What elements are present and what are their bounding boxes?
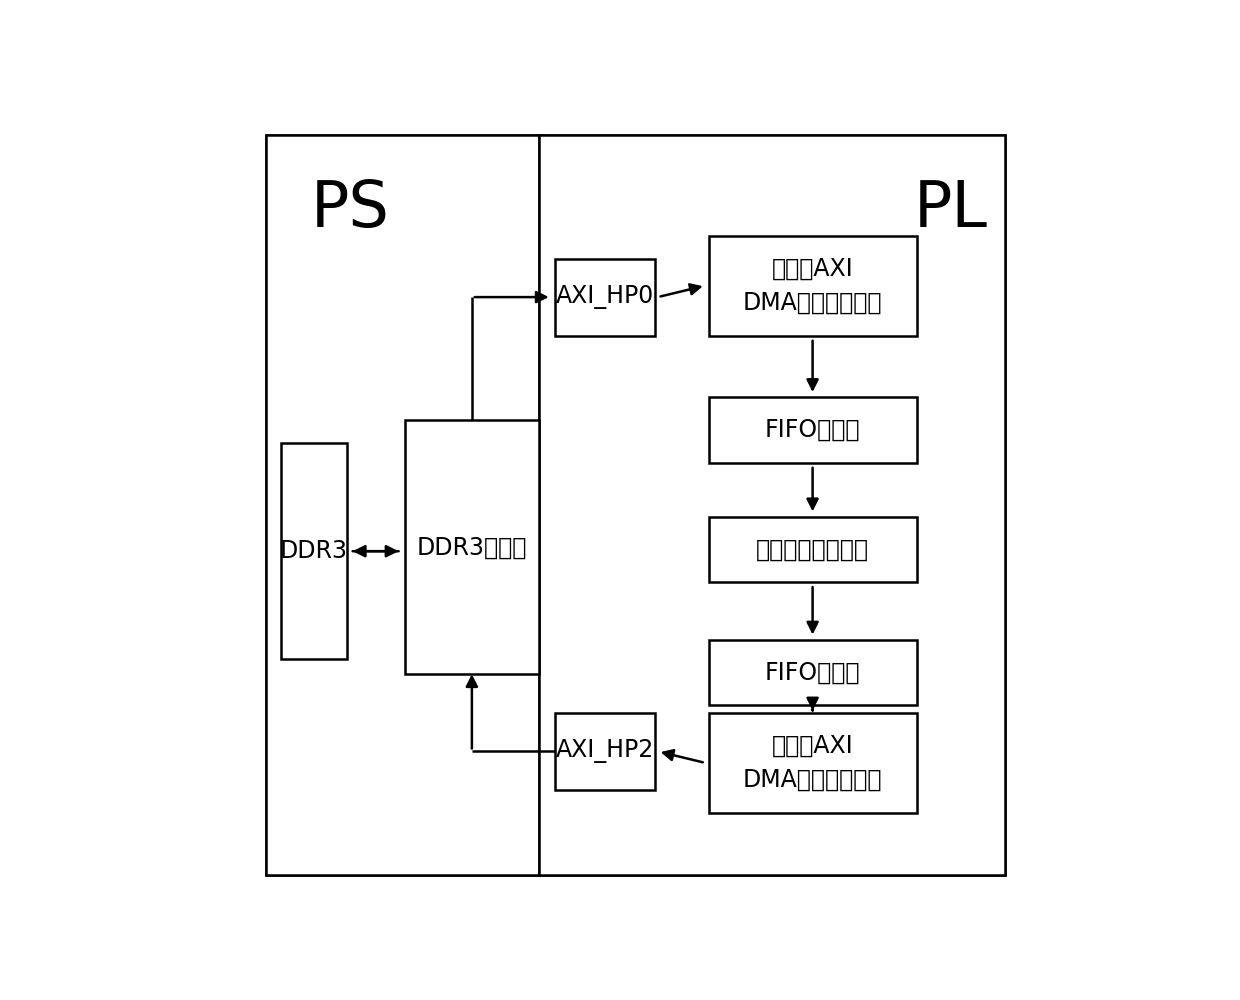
- Bar: [708, 397, 916, 463]
- Bar: [404, 420, 539, 674]
- Bar: [265, 135, 539, 875]
- Bar: [554, 713, 655, 790]
- Bar: [539, 135, 1006, 875]
- Bar: [708, 640, 916, 705]
- Bar: [281, 443, 347, 659]
- Text: 自定义AXI
DMA存储数据模块: 自定义AXI DMA存储数据模块: [743, 734, 883, 792]
- Text: DDR3: DDR3: [280, 539, 348, 563]
- Bar: [708, 235, 916, 336]
- Bar: [708, 713, 916, 813]
- Text: AXI_HP2: AXI_HP2: [556, 739, 653, 763]
- Bar: [708, 517, 916, 582]
- Bar: [554, 259, 655, 336]
- Text: FIFO存储器: FIFO存储器: [765, 418, 861, 442]
- Text: AXI_HP0: AXI_HP0: [556, 285, 653, 309]
- Text: DDR3控制器: DDR3控制器: [417, 535, 527, 559]
- Text: PS: PS: [311, 178, 391, 240]
- Text: FIFO存储器: FIFO存储器: [765, 660, 861, 684]
- Text: PL: PL: [914, 178, 988, 240]
- Text: 自定义AXI
DMA读取数据模块: 自定义AXI DMA读取数据模块: [743, 257, 883, 314]
- Text: 信号处理算法模块: 信号处理算法模块: [756, 537, 869, 561]
